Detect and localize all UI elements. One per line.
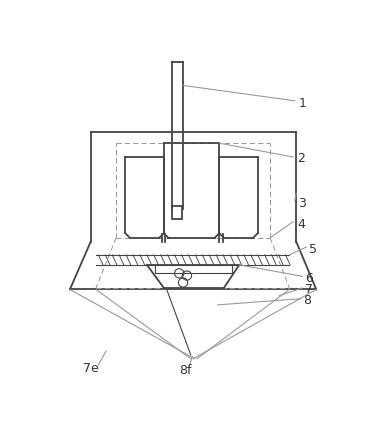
Text: 1: 1 [299,96,307,110]
Text: 8: 8 [303,294,311,307]
Text: 4: 4 [297,217,305,231]
Text: 3: 3 [299,197,307,210]
Text: 7: 7 [305,283,313,296]
Text: 6: 6 [305,272,313,285]
Text: 7e: 7e [83,362,99,375]
Text: 2: 2 [297,152,305,165]
Text: 8f: 8f [179,364,192,377]
Text: 5: 5 [309,243,316,256]
Bar [172,206,182,219]
